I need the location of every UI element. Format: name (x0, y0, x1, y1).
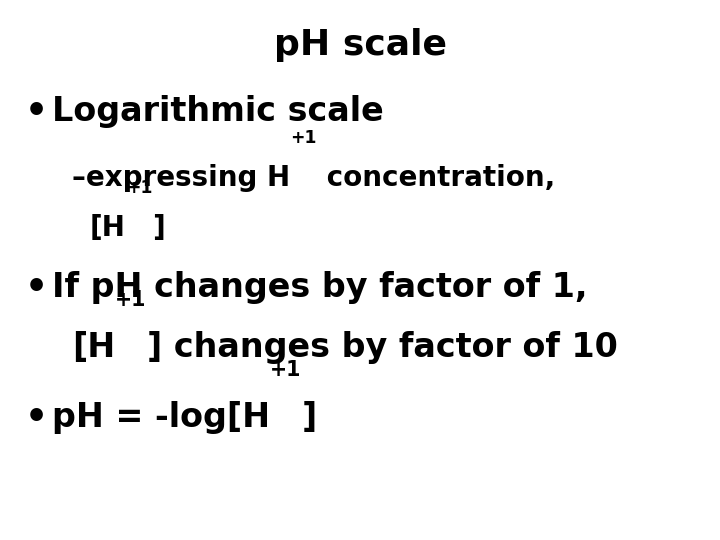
Text: ] changes by factor of 10: ] changes by factor of 10 (147, 332, 618, 364)
Text: •: • (25, 401, 48, 435)
Text: Logarithmic scale: Logarithmic scale (52, 96, 384, 129)
Text: pH = -log[H: pH = -log[H (52, 402, 270, 435)
Text: pH scale: pH scale (274, 28, 446, 62)
Text: +1: +1 (270, 360, 302, 380)
Text: +1: +1 (290, 129, 317, 147)
Text: concentration,: concentration, (317, 164, 555, 192)
Text: •: • (25, 271, 48, 305)
Text: [H: [H (72, 332, 115, 364)
Text: If pH changes by factor of 1,: If pH changes by factor of 1, (52, 272, 588, 305)
Text: +1: +1 (115, 290, 147, 310)
Text: –expressing H: –expressing H (72, 164, 290, 192)
Text: [H: [H (90, 214, 126, 242)
Text: +1: +1 (126, 179, 153, 197)
Text: ]: ] (153, 214, 165, 242)
Text: ]: ] (302, 402, 317, 435)
Text: •: • (25, 95, 48, 129)
